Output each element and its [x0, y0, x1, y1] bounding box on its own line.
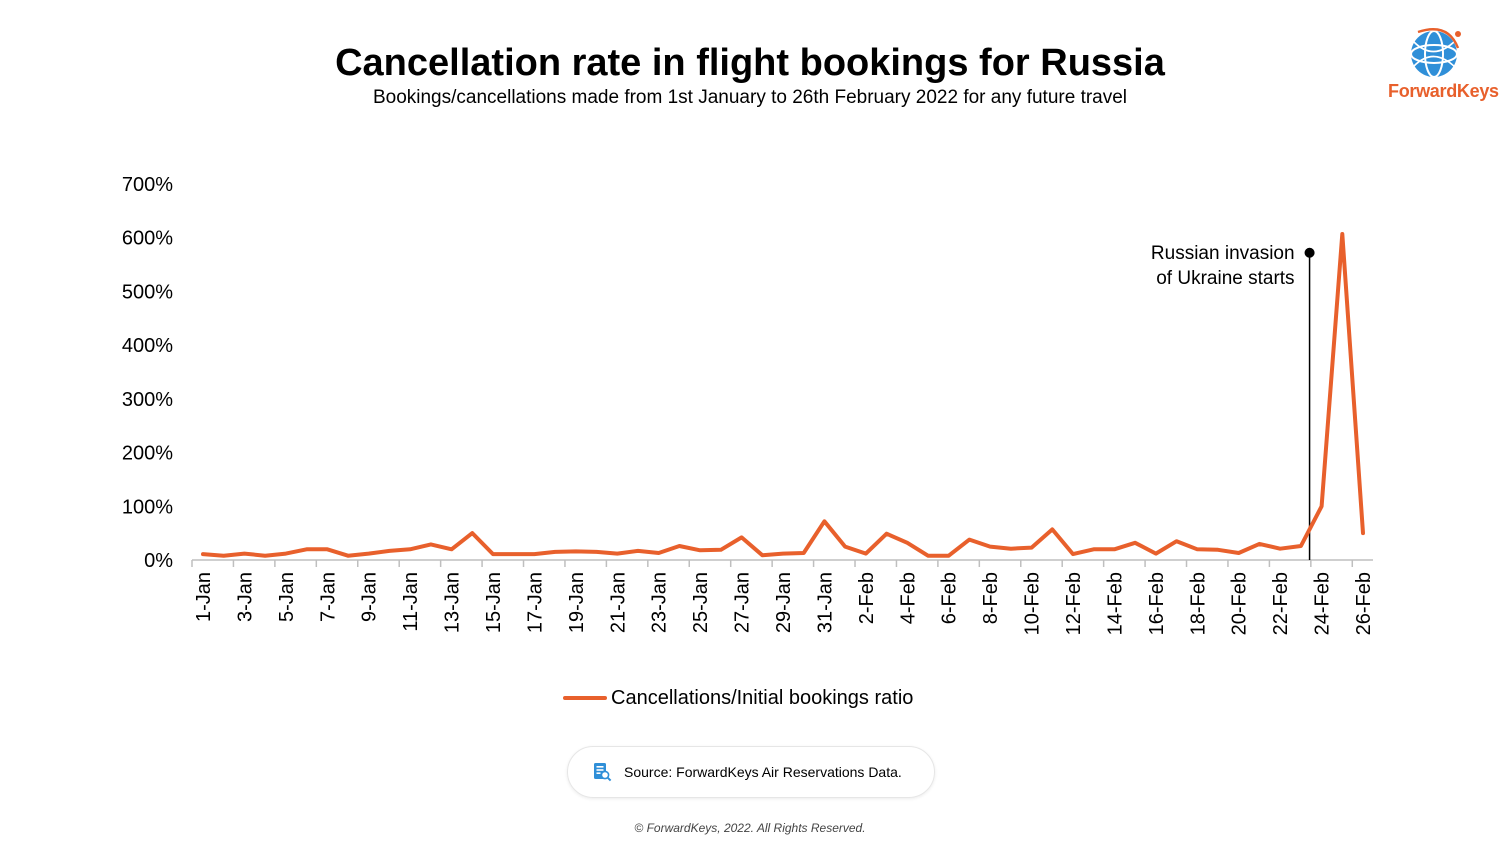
annotation-text-line1: Russian invasion	[1151, 243, 1295, 264]
chart-legend: Cancellations/Initial bookings ratio	[563, 684, 913, 712]
x-tick-label: 27-Jan	[732, 572, 754, 633]
logo-text: ForwardKeys	[1388, 81, 1499, 101]
chart-title: Cancellation rate in flight bookings for…	[335, 42, 1165, 84]
x-tick-label: 18-Feb	[1187, 572, 1209, 635]
globe-icon	[1410, 28, 1461, 78]
copyright-text: © ForwardKeys, 2022. All Rights Reserved…	[634, 821, 866, 835]
x-tick-label: 9-Jan	[359, 572, 381, 622]
annotation-text-line2: of Ukraine starts	[1156, 268, 1294, 289]
y-tick-label: 400%	[122, 335, 173, 357]
invasion-annotation: Russian invasion of Ukraine starts	[1151, 243, 1315, 560]
x-tick-label: 13-Jan	[442, 572, 464, 633]
forwardkeys-logo[interactable]: ForwardKeys	[1388, 26, 1499, 106]
source-text: Source: ForwardKeys Air Reservations Dat…	[624, 764, 902, 780]
x-tick-label: 1-Jan	[193, 572, 215, 622]
x-tick-label: 14-Feb	[1104, 572, 1126, 635]
x-tick-label: 20-Feb	[1229, 572, 1251, 635]
annotation-marker	[1304, 247, 1315, 258]
x-tick-label: 10-Feb	[1022, 572, 1044, 635]
y-axis-ticks: 0% 100% 200% 300% 400% 500% 600% 700%	[122, 174, 173, 572]
x-axis-ticks	[191, 560, 1354, 567]
y-tick-label: 300%	[122, 389, 173, 411]
x-tick-label: 17-Jan	[524, 572, 546, 633]
y-tick-label: 100%	[122, 496, 173, 518]
y-tick-label: 0%	[144, 550, 173, 572]
legend-swatch	[563, 696, 607, 700]
y-tick-label: 600%	[122, 228, 173, 250]
x-tick-label: 23-Jan	[649, 572, 671, 633]
x-tick-label: 6-Feb	[939, 572, 961, 624]
x-tick-label: 25-Jan	[690, 572, 712, 633]
x-tick-label: 31-Jan	[814, 572, 836, 633]
x-axis-labels: 1-Jan 3-Jan 5-Jan 7-Jan 9-Jan 11-Jan 13-Jan 15-…	[193, 572, 1375, 635]
x-tick-label: 8-Feb	[980, 572, 1002, 624]
y-tick-label: 200%	[122, 443, 173, 465]
x-tick-label: 19-Jan	[566, 572, 588, 633]
y-tick-label: 700%	[122, 174, 173, 196]
x-tick-label: 29-Jan	[773, 572, 795, 633]
chart-subtitle: Bookings/cancellations made from 1st Jan…	[372, 87, 1128, 108]
x-tick-label: 5-Jan	[276, 572, 298, 622]
line-chart: 0% 100% 200% 300% 400% 500% 600% 700% 1-Jan 3-Ja…	[122, 174, 1375, 635]
y-tick-label: 500%	[122, 281, 173, 303]
x-tick-label: 24-Feb	[1312, 572, 1334, 635]
x-tick-label: 26-Feb	[1353, 572, 1375, 635]
x-tick-label: 16-Feb	[1146, 572, 1168, 635]
series-group	[201, 232, 1365, 558]
source-badge: Source: ForwardKeys Air Reservations Dat…	[567, 746, 935, 798]
x-tick-label: 3-Jan	[234, 572, 256, 622]
x-tick-label: 15-Jan	[483, 572, 505, 633]
x-tick-label: 12-Feb	[1063, 572, 1085, 635]
x-tick-label: 21-Jan	[607, 572, 629, 633]
x-tick-label: 7-Jan	[317, 572, 339, 622]
x-tick-label: 2-Feb	[856, 572, 878, 624]
document-search-icon	[594, 763, 612, 782]
x-tick-label: 11-Jan	[400, 572, 422, 632]
legend-label: Cancellations/Initial bookings ratio	[611, 686, 914, 709]
x-tick-label: 22-Feb	[1270, 572, 1292, 635]
x-tick-label: 4-Feb	[897, 572, 919, 624]
